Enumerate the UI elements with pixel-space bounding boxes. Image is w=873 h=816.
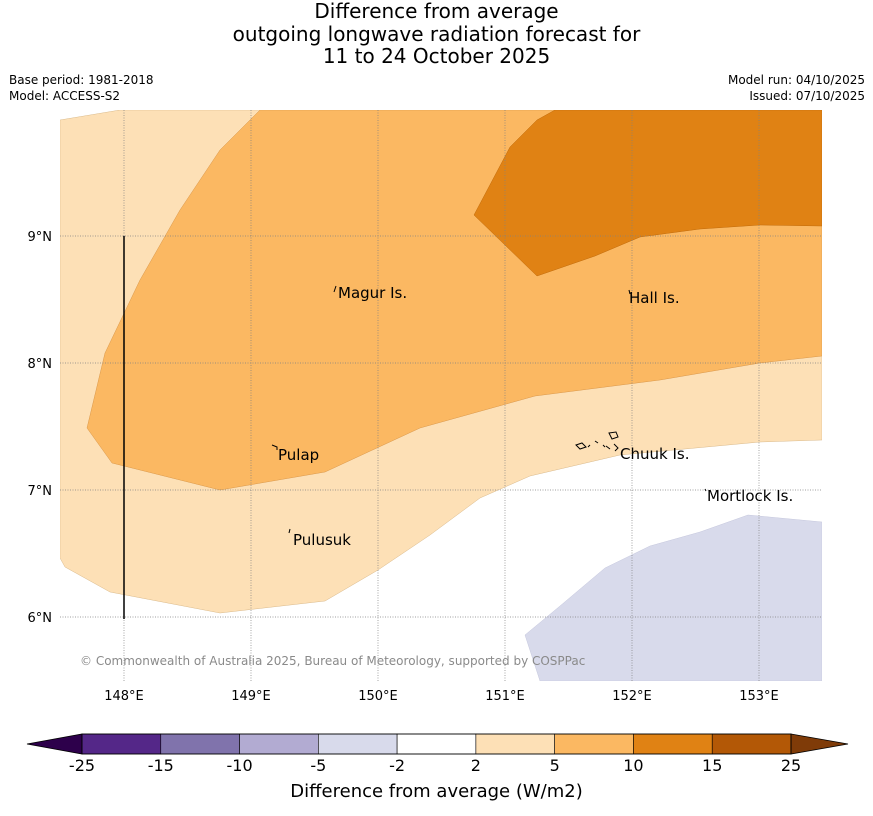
colorbar-tick-label: -15 xyxy=(148,756,174,775)
lon-tick-label: 152°E xyxy=(612,689,652,704)
colorbar-tick-label: -5 xyxy=(310,756,326,775)
place-label: Hall Is. xyxy=(629,289,680,307)
issued-date: Issued: 07/10/2025 xyxy=(749,89,865,103)
colorbar-segment xyxy=(554,733,634,755)
chart-title: Difference from average outgoing longwav… xyxy=(0,0,873,68)
magur-island-shape xyxy=(333,285,337,293)
colorbar-segment xyxy=(475,733,555,755)
model-name: Model: ACCESS-S2 xyxy=(9,89,121,103)
colorbar-extend-max xyxy=(790,733,849,755)
place-label: Pulap xyxy=(278,446,319,464)
colorbar-segment xyxy=(318,733,398,755)
colorbar-tick-label: 2 xyxy=(471,756,481,775)
pulap-island-shape xyxy=(271,444,278,450)
colorbar-outline xyxy=(81,733,792,755)
colorbar-extend-min xyxy=(26,733,83,755)
meta-left: Base period: 1981-2018 Model: ACCESS-S2 xyxy=(9,72,154,104)
colorbar-tick-label: -25 xyxy=(69,756,95,775)
pulusuk-island-shape xyxy=(288,528,291,534)
map-area: Magur Is. Hall Is. Pulap Chuuk Is. Mortl… xyxy=(60,110,822,681)
lon-tick-label: 150°E xyxy=(358,689,398,704)
colorbar-segment xyxy=(239,733,319,755)
meta-right: Model run: 04/10/2025 Issued: 07/10/2025 xyxy=(728,72,865,104)
lon-tick-label: 148°E xyxy=(104,689,144,704)
colorbar-segments xyxy=(81,733,792,755)
place-label: Magur Is. xyxy=(338,284,407,302)
colorbar-tick-label: 5 xyxy=(550,756,560,775)
chuuk-island-shapes xyxy=(575,431,619,452)
anomaly-minus5-to-minus2-region xyxy=(524,514,822,681)
gridlines xyxy=(60,110,822,681)
colorbar-tick-label: -2 xyxy=(389,756,405,775)
hall-island-shape xyxy=(628,289,631,295)
colorbar-segment xyxy=(81,733,162,755)
lon-tick-label: 151°E xyxy=(485,689,525,704)
colorbar-tick-label: 25 xyxy=(781,756,801,775)
copyright-notice: © Commonwealth of Australia 2025, Bureau… xyxy=(80,654,585,668)
lat-tick-label: 8°N xyxy=(28,357,53,372)
colorbar-segment xyxy=(633,733,713,755)
lon-tick-label: 153°E xyxy=(739,689,779,704)
lon-tick-label: 149°E xyxy=(231,689,271,704)
colorbar-segment xyxy=(160,733,240,755)
model-run: Model run: 04/10/2025 xyxy=(727,73,865,87)
colorbar-ticks: -25 -15 -10 -5 -2 2 5 10 15 25 xyxy=(69,756,801,775)
place-label: Mortlock Is. xyxy=(707,487,793,505)
colorbar-segment xyxy=(396,733,477,755)
colorbar-label: Difference from average (W/m2) xyxy=(290,781,583,802)
lat-tick-label: 6°N xyxy=(28,611,53,626)
colorbar-tick-label: 15 xyxy=(702,756,722,775)
base-period: Base period: 1981-2018 xyxy=(9,73,154,87)
colorbar: -25 -15 -10 -5 -2 2 5 10 15 25 xyxy=(26,733,849,775)
mortlock-island-shape xyxy=(704,488,707,492)
lat-tick-label: 7°N xyxy=(28,484,53,499)
anomaly-10-to-15-region xyxy=(473,110,822,277)
title-line-2: outgoing longwave radiation forecast for xyxy=(232,21,641,46)
colorbar-segment xyxy=(711,733,792,755)
island-markers xyxy=(271,285,707,534)
colorbar-tick-label: -10 xyxy=(226,756,252,775)
place-label: Chuuk Is. xyxy=(620,445,689,463)
place-label: Pulusuk xyxy=(293,531,351,549)
title-line-3: 11 to 24 October 2025 xyxy=(322,44,551,68)
lat-tick-label: 9°N xyxy=(28,230,53,245)
title-line-1: Difference from average xyxy=(314,0,559,23)
colorbar-tick-label: 10 xyxy=(623,756,643,775)
